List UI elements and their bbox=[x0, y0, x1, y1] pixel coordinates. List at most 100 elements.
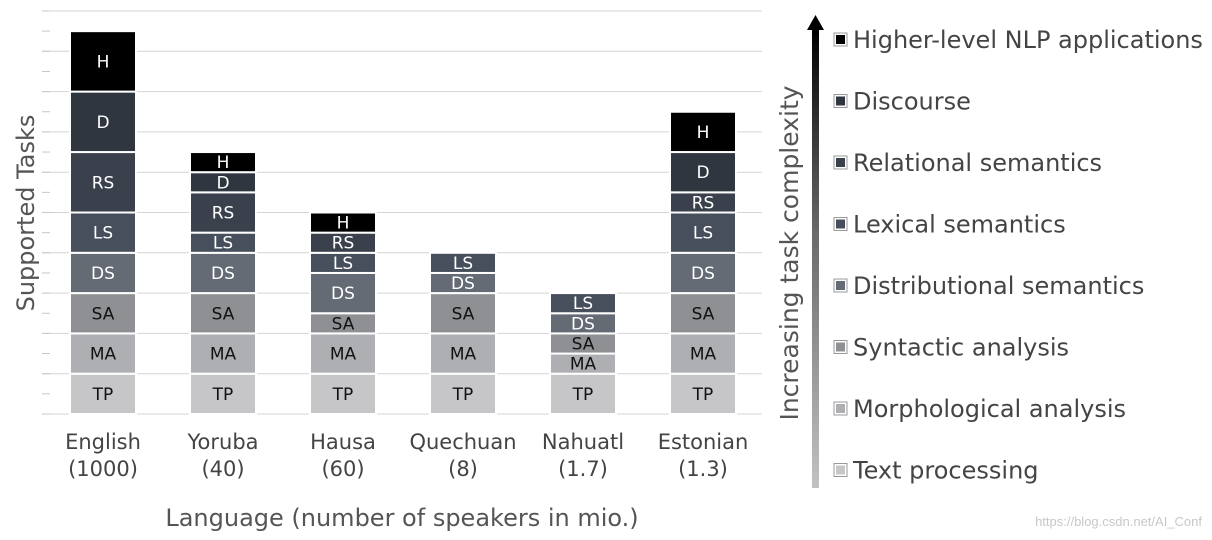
legend-item: Relational semantics bbox=[833, 149, 1102, 177]
bar-segment-label: TP bbox=[572, 385, 594, 405]
legend-item: Text processing bbox=[833, 457, 1039, 485]
bar-segment-d bbox=[669, 151, 737, 194]
legend-label: Relational semantics bbox=[853, 149, 1102, 177]
complexity-arrow-title: Increasing task complexity bbox=[775, 85, 804, 420]
bar-segment-ma bbox=[69, 332, 137, 375]
bars: TPMASADSLSRSDHTPMASADSLSRSDHTPMASADSLSRS… bbox=[69, 30, 737, 416]
x-tick-label: English bbox=[65, 430, 141, 454]
bar-segment-label: SA bbox=[92, 304, 115, 324]
bar-segment-label: SA bbox=[572, 334, 595, 354]
legend-item: Lexical semantics bbox=[833, 211, 1066, 239]
bar-segment-label: LS bbox=[93, 224, 113, 244]
bar-segment-label: LS bbox=[573, 294, 593, 314]
bar-segment-label: RS bbox=[692, 193, 715, 213]
legend-label: Morphological analysis bbox=[853, 395, 1126, 423]
legend-label: Lexical semantics bbox=[853, 211, 1066, 239]
complexity-arrow bbox=[807, 15, 824, 488]
x-tick-speakers: (1000) bbox=[68, 457, 138, 481]
bar-segment-label: LS bbox=[333, 254, 353, 274]
bar-segment-ma bbox=[669, 332, 737, 375]
bar-segment-sa bbox=[429, 292, 497, 335]
bar-segment-label: H bbox=[217, 153, 230, 173]
bar-segment-sa bbox=[669, 292, 737, 335]
bar-segment-label: RS bbox=[92, 173, 115, 193]
bar-segment-label: RS bbox=[212, 204, 235, 224]
bar-segment-label: H bbox=[697, 123, 710, 143]
x-tick-speakers: (60) bbox=[321, 457, 364, 481]
bar-segment-label: DS bbox=[571, 314, 595, 334]
bar-segment-ls bbox=[429, 251, 497, 274]
legend-swatch bbox=[836, 342, 845, 352]
legend-swatch bbox=[836, 219, 845, 229]
bar-segment-tp bbox=[189, 372, 257, 416]
bar-segment-tp bbox=[309, 372, 377, 416]
watermark: https://blog.csdn.net/AI_Conf bbox=[1035, 514, 1202, 529]
bar-segment-label: TP bbox=[332, 385, 354, 405]
x-tick-label: Yoruba bbox=[186, 430, 258, 454]
bar-segment-label: SA bbox=[452, 304, 475, 324]
legend-label: Text processing bbox=[852, 457, 1039, 485]
bar-segment-ma bbox=[309, 332, 377, 375]
legend-item: Morphological analysis bbox=[833, 395, 1126, 423]
bar-segment-h bbox=[669, 110, 737, 154]
legend-swatch bbox=[836, 404, 845, 413]
legend-swatch bbox=[836, 158, 845, 167]
bar-segment-h bbox=[189, 151, 257, 174]
x-tick-label: Quechuan bbox=[409, 430, 516, 454]
bar-segment-label: LS bbox=[693, 224, 713, 244]
bar-segment-label: SA bbox=[332, 314, 355, 334]
bar-segment-label: TP bbox=[92, 385, 114, 405]
x-axis-labels: English (1000) Yoruba (40) Hausa (60) Quechuan… bbox=[65, 430, 748, 481]
bar-segment-tp bbox=[429, 372, 497, 416]
legend-swatch bbox=[836, 465, 845, 475]
x-tick-label: Nahuatl bbox=[542, 430, 624, 454]
x-tick-label: Hausa bbox=[310, 430, 376, 454]
legend-label: Syntactic analysis bbox=[853, 334, 1069, 362]
bar-segment-label: MA bbox=[90, 345, 117, 365]
bar-segment-label: SA bbox=[212, 304, 235, 324]
x-tick-label: Estonian bbox=[658, 430, 749, 454]
complexity-arrow-shaft bbox=[812, 28, 819, 488]
legend: Higher-level NLP applications Discourse Re… bbox=[833, 26, 1203, 485]
bar-segment-label: D bbox=[96, 113, 109, 133]
legend-item: Distributional semantics bbox=[833, 272, 1144, 300]
x-tick-speakers: (1.3) bbox=[678, 457, 728, 481]
legend-label: Distributional semantics bbox=[853, 272, 1144, 300]
legend-swatch bbox=[836, 35, 845, 44]
bar-segment-label: SA bbox=[692, 304, 715, 324]
bar-segment-label: TP bbox=[692, 385, 714, 405]
bar-segment-h bbox=[309, 211, 377, 234]
bar-segment-label: LS bbox=[213, 234, 233, 254]
legend-label: Higher-level NLP applications bbox=[853, 26, 1203, 54]
bar-segment-label: D bbox=[216, 173, 229, 193]
bar-segment-label: DS bbox=[91, 264, 115, 284]
y-axis-title: Supported Tasks bbox=[12, 115, 40, 312]
bar-segment-label: DS bbox=[331, 284, 355, 304]
bar-segment-label: MA bbox=[690, 345, 717, 365]
bar-segment-label: H bbox=[97, 52, 110, 72]
x-tick-speakers: (1.7) bbox=[558, 457, 608, 481]
bar-segment-label: H bbox=[337, 214, 350, 234]
bar-segment-label: TP bbox=[212, 385, 234, 405]
legend-swatch bbox=[836, 281, 845, 290]
bar-segment-ls bbox=[669, 211, 737, 254]
bar-segment-ma bbox=[189, 332, 257, 375]
bar-segment-h bbox=[69, 30, 137, 93]
bar-segment-ds bbox=[669, 251, 737, 295]
gridlines bbox=[42, 10, 762, 415]
legend-label: Discourse bbox=[853, 88, 971, 116]
bar-segment-label: MA bbox=[210, 345, 237, 365]
legend-item: Discourse bbox=[833, 88, 971, 116]
arrow-up-icon bbox=[807, 15, 824, 30]
bar-segment-ds bbox=[69, 251, 137, 295]
bar-segment-label: LS bbox=[453, 254, 473, 274]
bar-segment-d bbox=[69, 90, 137, 154]
bar-segment-label: TP bbox=[452, 385, 474, 405]
bar-segment-ls bbox=[69, 211, 137, 254]
bar-segment-label: MA bbox=[570, 355, 597, 375]
legend-item: Higher-level NLP applications bbox=[833, 26, 1203, 54]
bar-segment-label: DS bbox=[691, 264, 715, 284]
x-tick-speakers: (40) bbox=[201, 457, 244, 481]
bar-segment-ds bbox=[309, 271, 377, 315]
